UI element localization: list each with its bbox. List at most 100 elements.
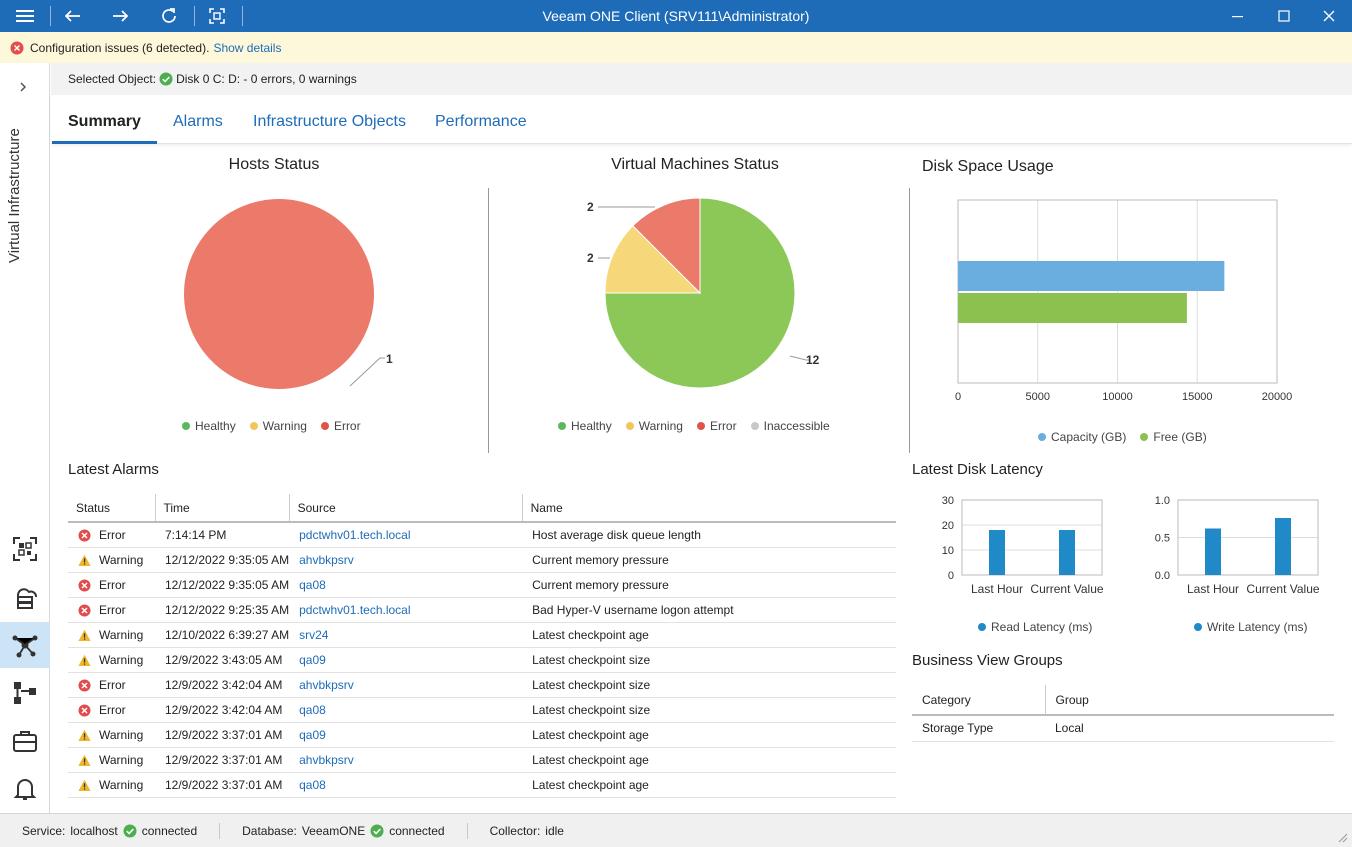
pie-slice-error[interactable] <box>632 197 701 295</box>
column-time[interactable]: Time <box>155 494 290 523</box>
table-row[interactable]: Warning 12/9/2022 3:43:05 AM qa09 Latest… <box>68 647 896 673</box>
plot-border <box>961 499 1103 576</box>
alarms-header-row: Status Time Source Name <box>68 494 896 523</box>
status-cell: Error <box>68 522 155 548</box>
time-cell: 12/12/2022 9:35:05 AM <box>155 547 290 573</box>
disk-space-bar-chart: 0 5000 10000 15000 20000 <box>955 199 1292 403</box>
back-icon[interactable] <box>50 0 96 32</box>
source-link[interactable]: qa08 <box>289 697 523 723</box>
tab-performance[interactable]: Performance <box>435 113 527 130</box>
group-cell: Local <box>1045 715 1334 742</box>
maximize-icon[interactable] <box>1261 0 1307 32</box>
virtual-infrastructure-icon[interactable] <box>0 622 50 668</box>
status-cell: Error <box>68 672 155 698</box>
show-details-link[interactable]: Show details <box>213 40 282 55</box>
table-row[interactable]: Warning 12/12/2022 9:35:05 AM ahvbkpsrv … <box>68 547 896 573</box>
bar-free[interactable] <box>958 293 1187 323</box>
bvg-header-row: Category Group <box>912 685 1334 716</box>
alarm-name-cell: Latest checkpoint age <box>522 772 896 798</box>
source-link[interactable]: qa08 <box>289 772 523 798</box>
tab-infrastructure-objects[interactable]: Infrastructure Objects <box>253 113 406 130</box>
pie-data-label: 12 <box>806 353 820 367</box>
service-value: localhost <box>70 823 118 838</box>
status-bar: Service: localhost connected Database: V… <box>0 813 1352 847</box>
alarms-table: Status Time Source Name Error 7:14:14 PM… <box>68 494 896 798</box>
x-tick-label: 5000 <box>1026 391 1050 403</box>
table-row[interactable]: Warning 12/9/2022 3:37:01 AM ahvbkpsrv L… <box>68 747 896 773</box>
ok-status-icon <box>159 72 173 86</box>
table-row[interactable]: Warning 12/10/2022 6:39:27 AM srv24 Late… <box>68 622 896 648</box>
source-link[interactable]: ahvbkpsrv <box>289 672 523 698</box>
warning-icon <box>78 629 91 641</box>
pie-slice-warning[interactable] <box>604 225 702 294</box>
table-row[interactable]: Error 12/9/2022 3:42:04 AM qa08 Latest c… <box>68 697 896 723</box>
cloud-server-icon[interactable] <box>0 574 50 620</box>
service-status: Service: localhost connected <box>0 824 219 838</box>
column-source[interactable]: Source <box>289 494 523 523</box>
column-category[interactable]: Category <box>912 685 1046 716</box>
qr-scan-icon[interactable] <box>0 526 50 572</box>
y-tick-label: 20 <box>942 520 954 532</box>
table-row[interactable]: Error 12/9/2022 3:42:04 AM ahvbkpsrv Lat… <box>68 672 896 698</box>
warning-icon <box>78 654 91 666</box>
briefcase-icon[interactable] <box>0 718 50 764</box>
database-state: connected <box>389 823 445 838</box>
column-group[interactable]: Group <box>1045 685 1334 716</box>
config-issues-bar: Configuration issues (6 detected). Show … <box>0 32 1352 63</box>
table-row[interactable]: Warning 12/9/2022 3:37:01 AM qa08 Latest… <box>68 772 896 798</box>
source-link[interactable]: srv24 <box>289 622 523 648</box>
resize-grip-icon[interactable] <box>1338 833 1348 843</box>
latency-bar[interactable] <box>1275 518 1291 575</box>
error-icon <box>78 704 91 716</box>
source-link[interactable]: pdctwhv01.tech.local <box>289 522 523 548</box>
selected-object-label: Selected Object: <box>68 72 157 86</box>
latency-bar[interactable] <box>989 530 1005 575</box>
latency-bar[interactable] <box>1059 530 1075 575</box>
table-row[interactable]: Error 12/12/2022 9:25:35 AM pdctwhv01.te… <box>68 597 896 623</box>
column-status[interactable]: Status <box>68 494 156 523</box>
x-tick-label: Last Hour <box>1187 582 1239 596</box>
minimize-icon[interactable] <box>1215 0 1261 32</box>
alarm-name-cell: Latest checkpoint age <box>522 622 896 648</box>
expand-chevron-icon[interactable] <box>18 81 28 96</box>
table-row[interactable]: Error 7:14:14 PM pdctwhv01.tech.local Ho… <box>68 522 896 548</box>
source-link[interactable]: pdctwhv01.tech.local <box>289 597 523 623</box>
table-row[interactable]: Error 12/12/2022 9:35:05 AM qa08 Current… <box>68 572 896 598</box>
bar-capacity[interactable] <box>958 261 1225 291</box>
tab-alarms[interactable]: Alarms <box>173 113 223 130</box>
source-link[interactable]: qa09 <box>289 647 523 673</box>
source-link[interactable]: qa08 <box>289 572 523 598</box>
virtual-infrastructure-label[interactable]: Virtual Infrastructure <box>6 128 23 263</box>
time-cell: 12/9/2022 3:43:05 AM <box>155 647 290 673</box>
close-icon[interactable] <box>1306 0 1352 32</box>
source-link[interactable]: ahvbkpsrv <box>289 547 523 573</box>
collector-label: Collector: <box>489 823 541 838</box>
divider <box>488 188 489 453</box>
error-icon <box>78 579 91 591</box>
pie-slice-healthy[interactable] <box>604 197 796 389</box>
refresh-icon[interactable] <box>146 0 192 32</box>
read-latency-chart: 0 10 20 30 Last Hour Current Value Read Latenc… <box>942 495 1104 634</box>
table-row[interactable]: Storage Type Local <box>912 715 1334 742</box>
column-name[interactable]: Name <box>522 494 896 523</box>
hosts-status-title: Hosts Status <box>228 156 320 173</box>
table-row[interactable]: Warning 12/9/2022 3:37:01 AM qa09 Latest… <box>68 722 896 748</box>
pie-data-label: 1 <box>386 352 393 366</box>
warning-icon <box>78 779 91 791</box>
y-tick-label: 0.5 <box>1155 533 1170 545</box>
pie-slice-error[interactable] <box>184 199 374 389</box>
write-latency-legend: Write Latency (ms) <box>1207 620 1307 634</box>
fullscreen-icon[interactable] <box>194 0 240 32</box>
latency-bar[interactable] <box>1205 528 1221 576</box>
tab-summary[interactable]: Summary <box>68 113 141 130</box>
forward-icon[interactable] <box>97 0 143 32</box>
source-link[interactable]: qa09 <box>289 722 523 748</box>
plot-border <box>957 199 1278 384</box>
source-link[interactable]: ahvbkpsrv <box>289 747 523 773</box>
alarm-name-cell: Latest checkpoint size <box>522 672 896 698</box>
title-bar: Veeam ONE Client (SRV111\Administrator) <box>0 0 1352 32</box>
business-view-icon[interactable] <box>0 670 50 716</box>
collector-value: idle <box>545 823 564 838</box>
bell-icon[interactable] <box>0 766 50 812</box>
menu-icon[interactable] <box>2 0 48 32</box>
